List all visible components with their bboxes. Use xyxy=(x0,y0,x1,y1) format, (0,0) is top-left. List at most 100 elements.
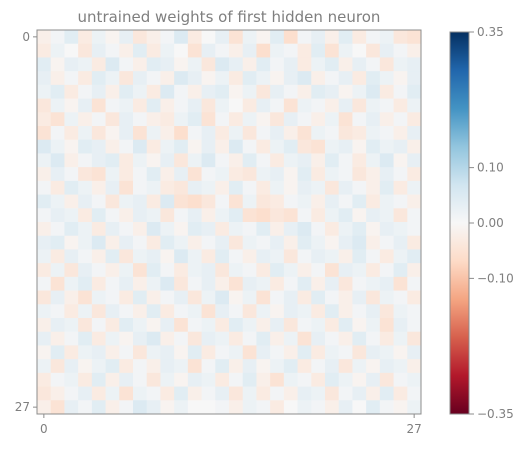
heatmap-cell xyxy=(229,84,244,99)
heatmap-cell xyxy=(187,359,202,374)
heatmap-cell xyxy=(201,290,216,305)
heatmap-cell xyxy=(174,222,189,237)
heatmap-cell xyxy=(407,57,422,72)
heatmap-cell xyxy=(105,235,120,250)
heatmap-cell xyxy=(256,318,271,333)
heatmap-cell xyxy=(91,372,106,387)
heatmap-cell xyxy=(119,194,134,209)
heatmap-cell xyxy=(379,359,394,374)
heatmap-cell xyxy=(366,235,381,250)
heatmap-cell xyxy=(270,400,285,415)
heatmap-cell xyxy=(352,263,367,278)
heatmap-cell xyxy=(160,57,175,72)
heatmap-cell xyxy=(133,359,148,374)
heatmap-cell xyxy=(105,194,120,209)
heatmap-cell xyxy=(91,208,106,223)
heatmap-cell xyxy=(91,71,106,86)
heatmap-cell xyxy=(119,345,134,360)
heatmap-cell xyxy=(64,304,79,319)
heatmap-cell xyxy=(270,331,285,346)
heatmap-cell xyxy=(78,98,93,113)
heatmap-cell xyxy=(201,372,216,387)
heatmap-cell xyxy=(37,290,52,305)
heatmap-cell xyxy=(119,167,134,182)
heatmap-cell xyxy=(78,112,93,127)
heatmap-cell xyxy=(215,194,230,209)
heatmap-cell xyxy=(91,180,106,195)
heatmap-cell xyxy=(133,345,148,360)
heatmap-cell xyxy=(325,263,340,278)
heatmap-cell xyxy=(242,139,257,154)
heatmap-cell xyxy=(187,71,202,86)
heatmap-cell xyxy=(379,235,394,250)
heatmap-cell xyxy=(146,372,161,387)
heatmap-cell xyxy=(174,372,189,387)
heatmap-cell xyxy=(229,304,244,319)
heatmap-cell xyxy=(393,235,408,250)
heatmap-cell xyxy=(283,112,298,127)
heatmap-cell xyxy=(366,372,381,387)
heatmap-cell xyxy=(366,126,381,141)
heatmap-cell xyxy=(146,208,161,223)
heatmap-cell xyxy=(379,98,394,113)
heatmap-cell xyxy=(393,400,408,415)
heatmap-cell xyxy=(201,112,216,127)
heatmap-cell xyxy=(64,222,79,237)
heatmap-cell xyxy=(160,180,175,195)
heatmap-cell xyxy=(283,30,298,45)
heatmap-cell xyxy=(379,139,394,154)
heatmap-cell xyxy=(201,98,216,113)
heatmap-cell xyxy=(297,30,312,45)
heatmap-cell xyxy=(270,372,285,387)
heatmap-cell xyxy=(407,290,422,305)
heatmap-cell xyxy=(160,194,175,209)
heatmap-cell xyxy=(50,318,65,333)
heatmap-cell xyxy=(366,263,381,278)
heatmap-cell xyxy=(379,71,394,86)
heatmap-cell xyxy=(379,43,394,58)
heatmap-cell xyxy=(174,153,189,168)
heatmap-cell xyxy=(352,112,367,127)
heatmap-cell xyxy=(393,84,408,99)
heatmap-cell xyxy=(338,43,353,58)
heatmap-cell xyxy=(229,180,244,195)
heatmap-cell xyxy=(352,331,367,346)
heatmap-cell xyxy=(160,290,175,305)
heatmap-cell xyxy=(297,43,312,58)
heatmap-cell xyxy=(338,276,353,291)
heatmap-cell xyxy=(160,386,175,401)
heatmap-cell xyxy=(256,112,271,127)
heatmap-cell xyxy=(393,153,408,168)
heatmap-cell xyxy=(37,153,52,168)
heatmap-cell xyxy=(270,153,285,168)
heatmap-cell xyxy=(283,276,298,291)
heatmap-cell xyxy=(91,30,106,45)
heatmap-cell xyxy=(78,372,93,387)
heatmap-cell xyxy=(229,139,244,154)
heatmap-cell xyxy=(105,167,120,182)
heatmap-cell xyxy=(379,84,394,99)
heatmap-cell xyxy=(379,386,394,401)
chart-title: untrained weights of first hidden neuron xyxy=(78,8,381,26)
heatmap-cell xyxy=(242,235,257,250)
heatmap-cell xyxy=(187,167,202,182)
heatmap-cell xyxy=(215,167,230,182)
heatmap-cell xyxy=(105,208,120,223)
heatmap-cell xyxy=(311,71,326,86)
heatmap-cell xyxy=(393,30,408,45)
heatmap-cell xyxy=(64,249,79,264)
heatmap-cell xyxy=(393,331,408,346)
heatmap-cell xyxy=(37,263,52,278)
heatmap-cell xyxy=(215,112,230,127)
heatmap-cell xyxy=(215,153,230,168)
heatmap-cell xyxy=(379,400,394,415)
heatmap-cell xyxy=(146,359,161,374)
heatmap-cell xyxy=(160,126,175,141)
heatmap-cell xyxy=(311,153,326,168)
heatmap-cell xyxy=(407,112,422,127)
heatmap-cell xyxy=(366,57,381,72)
heatmap-cell xyxy=(297,345,312,360)
heatmap-cell xyxy=(325,43,340,58)
heatmap-cell xyxy=(174,290,189,305)
heatmap-cell xyxy=(133,43,148,58)
